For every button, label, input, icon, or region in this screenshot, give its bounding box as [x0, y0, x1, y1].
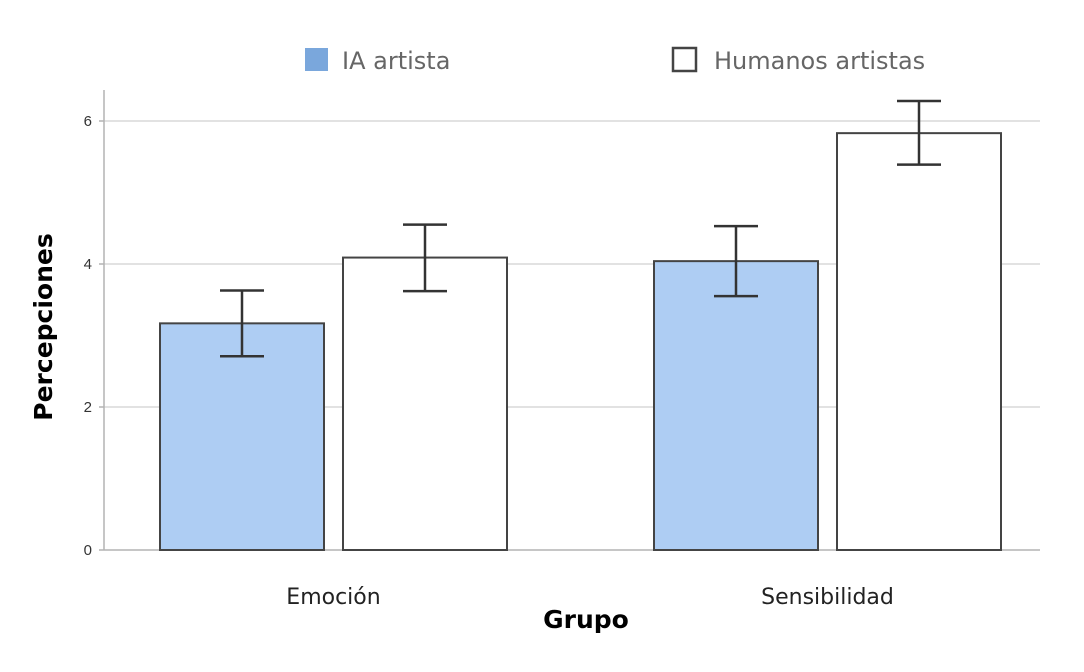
bar — [342, 256, 508, 551]
legend: IA artista Humanos artistas — [305, 46, 925, 75]
x-axis-title: Grupo — [543, 605, 629, 634]
error-bars — [220, 99, 941, 358]
category-label: Sensibilidad — [761, 585, 894, 610]
category-labels: Emoción Sensibilidad — [286, 585, 894, 610]
y-tick-label: 6 — [84, 113, 92, 130]
bars — [159, 132, 1002, 551]
y-tick-label: 0 — [84, 542, 92, 559]
y-tick-labels: 0 2 4 6 — [84, 113, 104, 559]
y-tick-label: 2 — [84, 399, 92, 416]
legend-swatch-humanos-artistas — [671, 46, 698, 73]
legend-label-ia-artista: IA artista — [342, 47, 450, 75]
category-label: Emoción — [286, 585, 380, 610]
bar — [159, 322, 325, 551]
y-tick-label: 4 — [84, 256, 92, 273]
y-axis-title: Percepciones — [29, 233, 58, 420]
legend-label-humanos-artistas: Humanos artistas — [714, 47, 925, 75]
legend-swatch-ia-artista — [305, 48, 328, 71]
bar — [836, 132, 1002, 551]
bar — [653, 260, 819, 551]
